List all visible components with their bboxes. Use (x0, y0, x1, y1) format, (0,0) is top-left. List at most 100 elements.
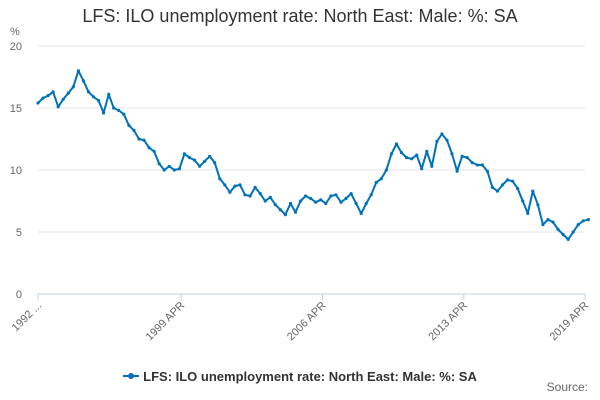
data-point[interactable] (561, 232, 565, 237)
data-point[interactable] (369, 193, 373, 197)
data-point[interactable] (51, 90, 55, 94)
data-point[interactable] (556, 227, 560, 232)
data-point[interactable] (405, 156, 409, 160)
data-point[interactable] (450, 152, 454, 156)
data-point[interactable] (475, 163, 479, 167)
data-point[interactable] (147, 146, 151, 150)
data-point[interactable] (445, 138, 449, 142)
data-point[interactable] (283, 213, 287, 217)
data-point[interactable] (122, 112, 126, 116)
data-point[interactable] (299, 199, 303, 203)
data-point[interactable] (465, 156, 469, 160)
data-point[interactable] (309, 196, 313, 201)
data-point[interactable] (112, 106, 116, 110)
data-point[interactable] (394, 142, 399, 146)
data-point[interactable] (359, 211, 363, 215)
data-point[interactable] (127, 123, 131, 127)
legend[interactable]: LFS: ILO unemployment rate: North East: … (0, 365, 600, 384)
data-point[interactable] (546, 218, 550, 222)
data-point[interactable] (379, 177, 383, 181)
data-point[interactable] (238, 183, 242, 187)
data-point[interactable] (132, 128, 136, 132)
data-point[interactable] (162, 168, 166, 172)
data-point[interactable] (510, 179, 515, 183)
data-point[interactable] (430, 164, 434, 168)
data-point[interactable] (91, 95, 96, 99)
data-point[interactable] (506, 178, 510, 182)
data-point[interactable] (526, 211, 530, 215)
data-point[interactable] (293, 210, 298, 214)
data-point[interactable] (117, 108, 121, 113)
data-point[interactable] (253, 185, 257, 189)
data-point[interactable] (521, 199, 525, 203)
data-point[interactable] (66, 91, 70, 95)
data-point[interactable] (46, 94, 50, 98)
data-point[interactable] (56, 105, 60, 109)
data-point[interactable] (233, 184, 237, 188)
data-point[interactable] (61, 97, 65, 101)
data-point[interactable] (258, 192, 262, 196)
data-point[interactable] (571, 230, 575, 234)
data-point[interactable] (167, 164, 171, 168)
data-point[interactable] (541, 223, 545, 227)
data-point[interactable] (364, 201, 368, 206)
data-point[interactable] (531, 189, 535, 193)
legend-item[interactable]: LFS: ILO unemployment rate: North East: … (123, 369, 477, 384)
data-point[interactable] (152, 149, 156, 153)
data-point[interactable] (102, 111, 106, 115)
data-point[interactable] (192, 158, 197, 162)
data-point[interactable] (86, 90, 91, 94)
data-point[interactable] (551, 220, 555, 224)
data-point[interactable] (273, 203, 277, 207)
data-point[interactable] (76, 69, 80, 73)
data-point[interactable] (410, 157, 414, 161)
data-point[interactable] (435, 139, 439, 144)
data-point[interactable] (460, 154, 464, 158)
data-point[interactable] (420, 167, 424, 171)
data-point[interactable] (263, 199, 267, 203)
data-point[interactable] (304, 194, 308, 198)
data-point[interactable] (399, 151, 404, 155)
data-point[interactable] (198, 164, 202, 168)
data-point[interactable] (581, 219, 585, 223)
data-point[interactable] (440, 132, 444, 136)
data-point[interactable] (354, 201, 358, 206)
data-point[interactable] (177, 167, 181, 171)
data-point[interactable] (339, 200, 343, 204)
data-point[interactable] (566, 237, 570, 241)
data-point[interactable] (516, 187, 520, 191)
data-point[interactable] (203, 159, 207, 163)
data-point[interactable] (500, 183, 505, 187)
data-point[interactable] (172, 168, 176, 172)
data-point[interactable] (288, 201, 293, 206)
data-point[interactable] (576, 223, 580, 227)
data-point[interactable] (334, 193, 338, 197)
data-point[interactable] (490, 185, 494, 189)
data-point[interactable] (349, 192, 353, 196)
data-point[interactable] (389, 152, 393, 156)
data-point[interactable] (495, 189, 500, 193)
data-point[interactable] (218, 177, 222, 181)
data-point[interactable] (182, 152, 186, 156)
data-point[interactable] (107, 92, 111, 96)
data-point[interactable] (384, 168, 388, 172)
data-point[interactable] (142, 138, 146, 142)
data-point[interactable] (81, 79, 85, 83)
data-point[interactable] (586, 218, 591, 222)
data-point[interactable] (536, 203, 540, 207)
data-point[interactable] (71, 85, 75, 89)
data-point[interactable] (223, 183, 227, 187)
data-point[interactable] (314, 200, 318, 204)
data-point[interactable] (344, 196, 348, 201)
data-point[interactable] (268, 195, 272, 199)
data-point[interactable] (41, 96, 45, 100)
data-point[interactable] (329, 194, 333, 198)
data-point[interactable] (319, 198, 323, 202)
data-point[interactable] (415, 153, 419, 157)
data-point[interactable] (243, 193, 247, 197)
data-point[interactable] (248, 194, 252, 198)
data-point[interactable] (480, 163, 484, 167)
data-point[interactable] (213, 161, 217, 165)
data-point[interactable] (97, 99, 101, 103)
data-point[interactable] (137, 137, 141, 141)
